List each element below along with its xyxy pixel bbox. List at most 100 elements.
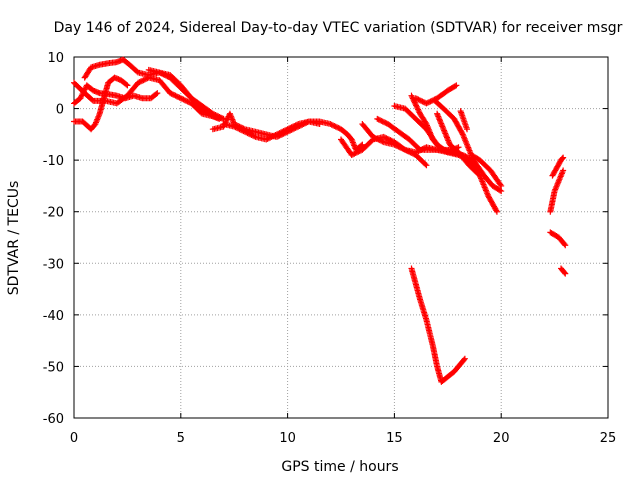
data-point xyxy=(399,145,406,152)
data-point xyxy=(378,117,385,124)
data-point xyxy=(271,132,278,139)
data-point xyxy=(427,98,434,105)
data-point xyxy=(498,182,505,189)
data-point xyxy=(414,95,421,102)
data-point xyxy=(464,126,471,133)
data-point xyxy=(287,124,294,131)
data-point xyxy=(493,207,500,214)
series-track-15 xyxy=(434,110,479,169)
data-point xyxy=(414,105,421,112)
data-point xyxy=(243,129,250,136)
data-point xyxy=(375,136,382,143)
data-point xyxy=(562,270,569,277)
data-point xyxy=(424,99,431,106)
x-tick-label: 25 xyxy=(600,431,617,446)
data-point xyxy=(428,97,435,104)
data-point xyxy=(281,127,288,134)
data-point xyxy=(211,111,218,118)
y-tick-label: 0 xyxy=(56,103,64,118)
data-point xyxy=(181,97,188,104)
data-point xyxy=(412,101,419,108)
data-point xyxy=(380,133,387,140)
data-point xyxy=(416,97,423,104)
data-point xyxy=(415,107,422,114)
data-point xyxy=(372,135,379,142)
data-point xyxy=(140,77,147,84)
data-point xyxy=(268,133,275,140)
data-point xyxy=(333,124,340,131)
data-point xyxy=(289,123,296,130)
data-point xyxy=(279,128,286,135)
data-point xyxy=(153,90,160,97)
data-point xyxy=(561,241,568,248)
x-tick-label: 10 xyxy=(279,431,296,446)
data-point xyxy=(419,98,426,105)
data-point xyxy=(376,137,383,144)
series-track-3 xyxy=(71,82,161,107)
x-axis-label: GPS time / hours xyxy=(281,459,398,475)
grid xyxy=(73,56,609,419)
data-point xyxy=(371,134,378,141)
data-point xyxy=(164,73,171,80)
data-point xyxy=(375,116,382,123)
data-point xyxy=(168,90,175,97)
y-axis-label: SDTVAR / TECUs xyxy=(6,181,22,296)
data-point xyxy=(280,128,287,135)
data-point xyxy=(561,269,568,276)
data-point xyxy=(272,132,279,139)
y-tick-label: 10 xyxy=(47,51,64,66)
data-point xyxy=(413,103,420,110)
data-point xyxy=(475,166,482,173)
data-point xyxy=(136,79,143,86)
data-point xyxy=(239,127,246,134)
data-point xyxy=(269,133,276,140)
data-point xyxy=(352,150,359,157)
data-point xyxy=(426,99,433,106)
data-point xyxy=(288,124,295,131)
data-point xyxy=(329,122,336,129)
data-point xyxy=(452,83,459,90)
data-point xyxy=(237,126,244,133)
data-point xyxy=(244,130,251,137)
data-point xyxy=(233,124,240,131)
data-point xyxy=(379,118,386,125)
series-track-12 xyxy=(408,92,500,215)
data-point xyxy=(380,119,387,126)
data-point xyxy=(378,137,385,144)
data-point xyxy=(175,93,182,100)
data-point xyxy=(156,69,163,76)
data-point xyxy=(123,81,130,88)
data-point xyxy=(332,123,339,130)
y-tick-label: -30 xyxy=(43,257,64,272)
data-point xyxy=(292,122,299,129)
data-point xyxy=(167,90,174,97)
data-point xyxy=(213,112,220,119)
data-point xyxy=(496,187,503,194)
data-point xyxy=(351,150,358,157)
data-point xyxy=(392,142,399,149)
data-point xyxy=(154,90,161,97)
data-point xyxy=(348,151,355,158)
data-point xyxy=(159,70,166,77)
data-point xyxy=(163,72,170,79)
data-point xyxy=(276,130,283,137)
data-point xyxy=(400,146,407,153)
data-point xyxy=(231,123,238,130)
chart-title: Day 146 of 2024, Sidereal Day-to-day VTE… xyxy=(54,20,623,36)
data-point xyxy=(284,126,291,133)
data-point xyxy=(160,71,167,78)
data-point xyxy=(241,128,248,135)
data-point xyxy=(331,122,338,129)
data-point xyxy=(431,96,438,103)
x-tick-label: 5 xyxy=(177,431,185,446)
series-track-5 xyxy=(145,66,227,122)
x-tick-label: 20 xyxy=(493,431,510,446)
data-point xyxy=(263,136,270,143)
data-point xyxy=(232,124,239,131)
data-point xyxy=(185,99,192,106)
data-point xyxy=(459,130,466,137)
data-point xyxy=(219,115,226,122)
data-point xyxy=(247,131,254,138)
series-track-19 xyxy=(547,167,567,215)
